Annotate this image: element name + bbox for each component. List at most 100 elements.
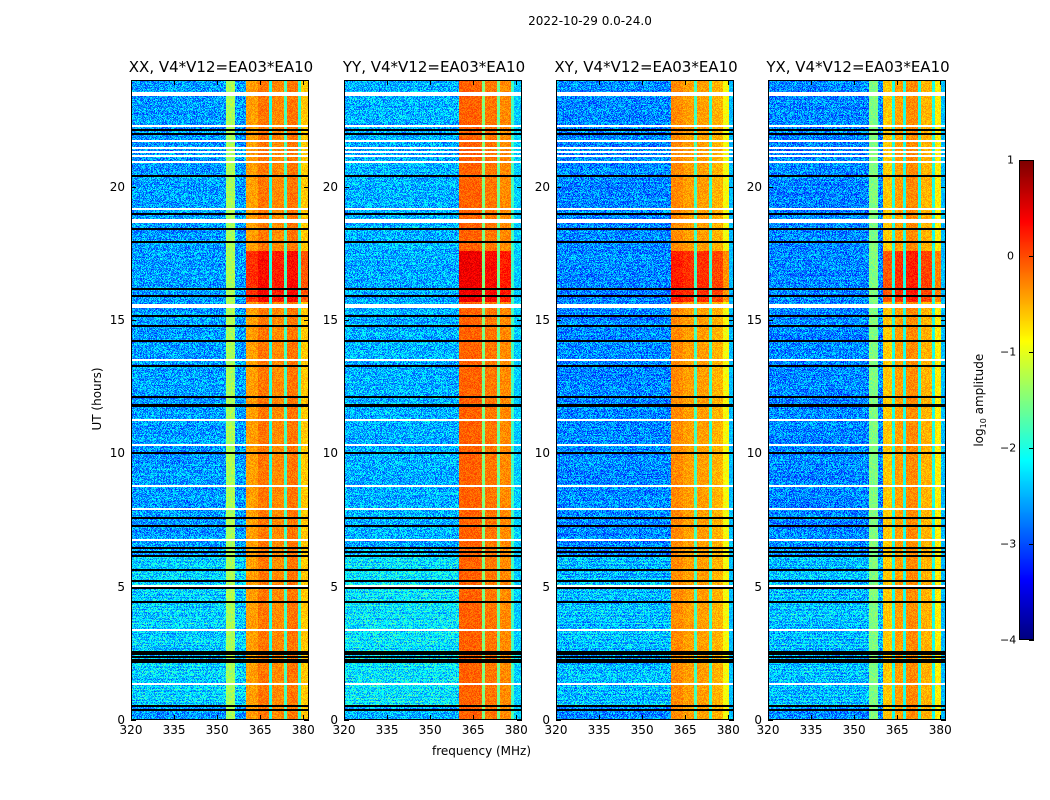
y-tick-label: 5 <box>754 579 762 594</box>
x-tick-mark <box>473 80 475 85</box>
y-tick-label: 10 <box>534 446 550 461</box>
x-tick-mark <box>642 715 644 720</box>
x-tick-mark <box>473 715 475 720</box>
panel-title: XX, V4*V12=EA03*EA10 <box>128 58 314 76</box>
colorbar-tick-label: −3 <box>1000 537 1017 551</box>
y-tick-label: 15 <box>322 313 338 327</box>
spectrogram-heatmap <box>131 80 309 720</box>
y-tick-label: 0 <box>754 713 762 727</box>
y-tick-mark <box>517 720 522 721</box>
y-tick-mark <box>768 453 773 455</box>
x-tick-mark <box>768 715 769 720</box>
y-tick-label: 5 <box>542 579 550 594</box>
spectrogram-panel: YX, V4*V12=EA03*EA10 320 335 350 365 380 0 5 10 1… <box>747 58 952 737</box>
y-tick-mark <box>941 586 946 588</box>
colorbar-tick-label: 0 <box>1007 249 1014 263</box>
y-tick-mark <box>344 320 349 321</box>
y-tick-label: 10 <box>746 446 762 461</box>
y-tick-mark <box>556 720 561 721</box>
y-tick-mark <box>304 586 309 588</box>
y-tick-mark <box>729 320 734 321</box>
x-tick-label: 320 <box>756 723 780 737</box>
y-tick-mark <box>556 320 561 321</box>
spectrogram-heatmap <box>344 80 522 720</box>
y-tick-mark <box>344 186 349 188</box>
figure-suptitle: 2022-10-29 0.0-24.0 <box>528 14 652 28</box>
x-tick-label: 350 <box>842 723 866 737</box>
x-tick-mark <box>217 80 219 85</box>
x-tick-label: 320 <box>332 723 356 737</box>
y-tick-mark <box>556 186 561 188</box>
x-tick-label: 380 <box>291 723 315 737</box>
y-axis-label: UT (hours) <box>90 367 104 431</box>
x-tick-mark <box>430 80 432 85</box>
y-tick-label: 20 <box>746 179 762 194</box>
spectrogram-panel: YY, V4*V12=EA03*EA10 320 335 350 365 380 0 5 10 1… <box>323 58 528 737</box>
x-tick-mark <box>344 80 345 85</box>
x-tick-mark <box>728 715 730 720</box>
y-tick-label: 20 <box>534 179 550 194</box>
x-tick-label: 320 <box>544 723 568 737</box>
y-tick-mark <box>768 186 773 188</box>
y-tick-mark <box>517 586 522 588</box>
spectrogram-panel: XX, V4*V12=EA03*EA10 320 335 350 365 380 0 5 10 1… <box>110 58 315 737</box>
x-tick-label: 335 <box>375 723 399 737</box>
y-tick-mark <box>517 453 522 455</box>
y-tick-label: 0 <box>117 713 125 727</box>
x-tick-mark <box>940 80 942 85</box>
y-tick-label: 20 <box>322 179 338 194</box>
x-tick-mark <box>599 80 601 85</box>
y-tick-label: 15 <box>746 313 762 327</box>
colorbar-tick-label: −2 <box>1000 441 1017 455</box>
colorbar-tick-label: 1 <box>1007 153 1014 167</box>
colorbar-tick-mark <box>1029 256 1034 257</box>
x-tick-mark <box>131 80 132 85</box>
spectrogram-heatmap <box>556 80 734 720</box>
y-tick-label: 0 <box>330 713 338 727</box>
y-tick-label: 5 <box>330 579 338 594</box>
x-tick-mark <box>854 80 856 85</box>
colorbar <box>1019 160 1034 640</box>
y-tick-mark <box>768 720 773 721</box>
x-tick-mark <box>642 80 644 85</box>
colorbar-tick-mark <box>1029 640 1034 641</box>
y-tick-mark <box>304 453 309 455</box>
y-tick-mark <box>517 186 522 188</box>
y-tick-label: 10 <box>322 446 338 461</box>
x-tick-label: 335 <box>799 723 823 737</box>
panel-title: YY, V4*V12=EA03*EA10 <box>342 58 526 76</box>
x-tick-label: 320 <box>119 723 143 737</box>
x-tick-label: 380 <box>716 723 740 737</box>
x-tick-label: 350 <box>630 723 654 737</box>
x-tick-mark <box>897 80 899 85</box>
y-tick-label: 0 <box>542 713 550 727</box>
y-tick-mark <box>729 720 734 721</box>
x-tick-label: 365 <box>885 723 909 737</box>
y-tick-mark <box>729 186 734 188</box>
colorbar-label-sub: 10 <box>979 418 989 429</box>
y-tick-mark <box>131 453 136 455</box>
x-tick-mark <box>897 715 899 720</box>
x-tick-mark <box>685 80 687 85</box>
x-axis-label: frequency (MHz) <box>432 744 532 758</box>
colorbar-label: log10 amplitude <box>972 350 988 450</box>
colorbar-tick-label: −1 <box>1000 345 1017 359</box>
y-tick-mark <box>131 586 136 588</box>
y-tick-mark <box>941 320 946 321</box>
y-tick-label: 15 <box>534 313 550 327</box>
x-tick-mark <box>516 715 518 720</box>
y-tick-mark <box>131 720 136 721</box>
x-tick-label: 365 <box>248 723 272 737</box>
x-tick-label: 365 <box>461 723 485 737</box>
y-tick-mark <box>304 186 309 188</box>
x-tick-mark <box>556 80 557 85</box>
x-tick-mark <box>811 80 813 85</box>
x-tick-label: 365 <box>673 723 697 737</box>
x-tick-label: 335 <box>162 723 186 737</box>
y-tick-label: 20 <box>109 179 125 194</box>
y-tick-mark <box>556 453 561 455</box>
y-tick-mark <box>729 453 734 455</box>
x-tick-mark <box>260 80 262 85</box>
y-tick-mark <box>941 720 946 721</box>
x-tick-mark <box>303 80 305 85</box>
